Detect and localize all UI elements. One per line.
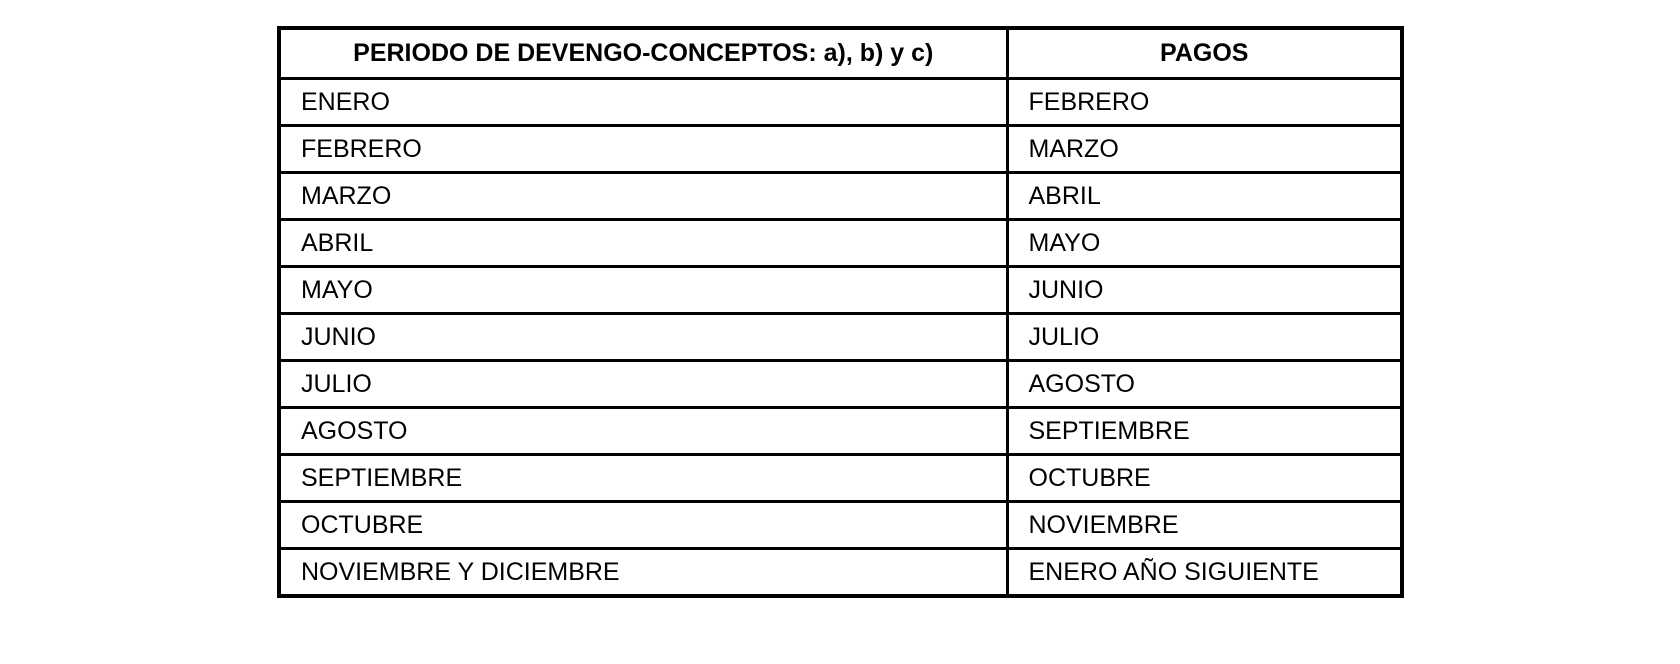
cell-periodo-devengo: ABRIL: [277, 218, 1009, 268]
cell-pago: AGOSTO: [1005, 359, 1404, 409]
table-row: AGOSTO SEPTIEMBRE: [277, 406, 1404, 456]
cell-periodo-devengo: JUNIO: [277, 312, 1009, 362]
cell-periodo-devengo: ENERO: [277, 77, 1009, 127]
cell-pago: MAYO: [1005, 218, 1404, 268]
cell-periodo-devengo: MAYO: [277, 265, 1009, 315]
cell-pago: JUNIO: [1005, 265, 1404, 315]
cell-periodo-devengo: AGOSTO: [277, 406, 1009, 456]
table-row: NOVIEMBRE Y DICIEMBRE ENERO AÑO SIGUIENTE: [277, 547, 1404, 598]
cell-pago: NOVIEMBRE: [1005, 500, 1404, 550]
cell-periodo-devengo: NOVIEMBRE Y DICIEMBRE: [277, 547, 1009, 598]
table-row: MAYO JUNIO: [277, 265, 1404, 315]
cell-pago: OCTUBRE: [1005, 453, 1404, 503]
header-periodo-devengo: PERIODO DE DEVENGO-CONCEPTOS: a), b) y c…: [277, 26, 1009, 80]
table-row: SEPTIEMBRE OCTUBRE: [277, 453, 1404, 503]
table-header-row: PERIODO DE DEVENGO-CONCEPTOS: a), b) y c…: [277, 26, 1404, 80]
table-row: OCTUBRE NOVIEMBRE: [277, 500, 1404, 550]
table-row: JULIO AGOSTO: [277, 359, 1404, 409]
table-row: JUNIO JULIO: [277, 312, 1404, 362]
cell-pago: ABRIL: [1005, 171, 1404, 221]
cell-pago: ENERO AÑO SIGUIENTE: [1005, 547, 1404, 598]
table-row: FEBRERO MARZO: [277, 124, 1404, 174]
cell-periodo-devengo: JULIO: [277, 359, 1009, 409]
cell-periodo-devengo: FEBRERO: [277, 124, 1009, 174]
cell-pago: SEPTIEMBRE: [1005, 406, 1404, 456]
table-row: ABRIL MAYO: [277, 218, 1404, 268]
payment-schedule-table: PERIODO DE DEVENGO-CONCEPTOS: a), b) y c…: [277, 26, 1404, 598]
cell-pago: JULIO: [1005, 312, 1404, 362]
cell-periodo-devengo: SEPTIEMBRE: [277, 453, 1009, 503]
cell-pago: FEBRERO: [1005, 77, 1404, 127]
table-row: ENERO FEBRERO: [277, 77, 1404, 127]
cell-periodo-devengo: MARZO: [277, 171, 1009, 221]
cell-pago: MARZO: [1005, 124, 1404, 174]
header-pagos: PAGOS: [1005, 26, 1404, 80]
table-row: MARZO ABRIL: [277, 171, 1404, 221]
cell-periodo-devengo: OCTUBRE: [277, 500, 1009, 550]
